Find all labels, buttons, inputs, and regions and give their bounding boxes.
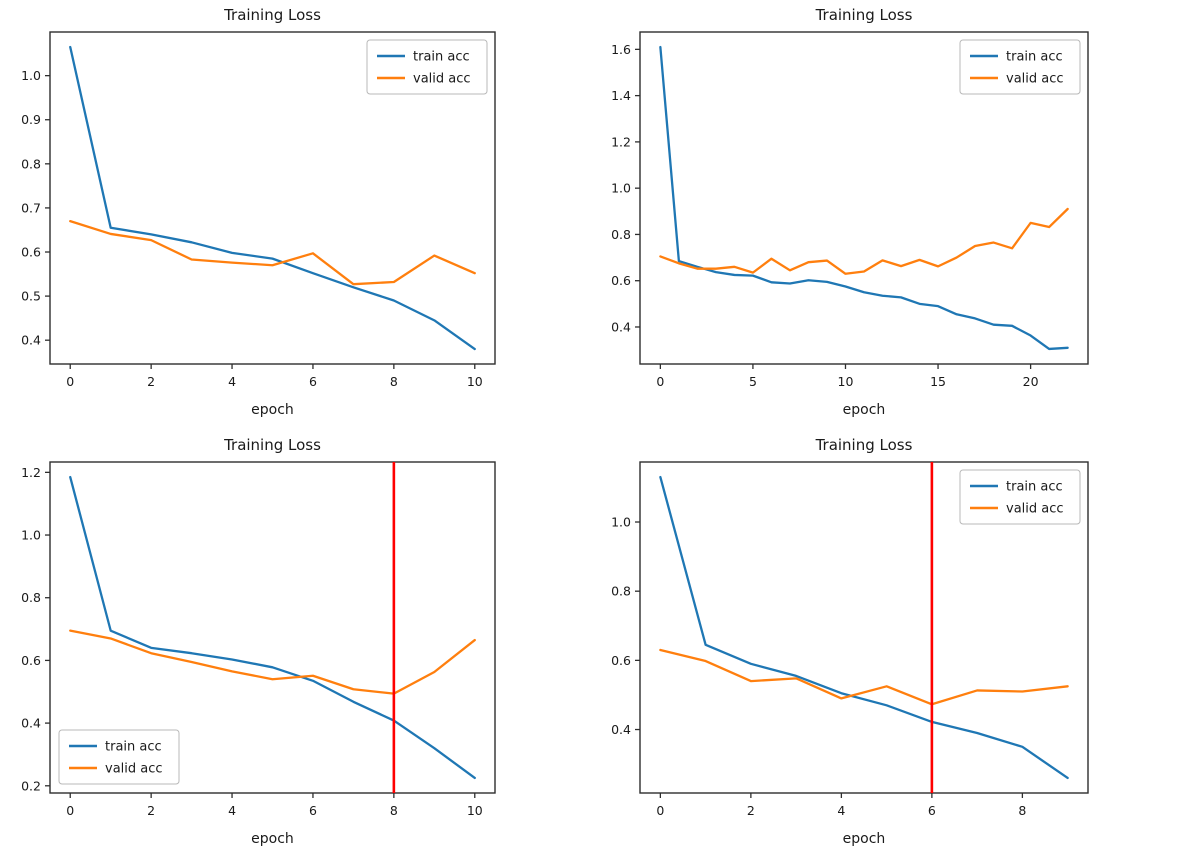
x-tick-label: 4 — [228, 803, 236, 818]
y-tick-label: 0.6 — [21, 245, 41, 260]
training-loss-plot-0: 0 2 4 6 8 10 0.4 0.5 0.6 0.7 0.8 0.9 1.0 Training Los… — [21, 6, 496, 418]
series-line-train-acc — [69, 475, 476, 780]
y-tick-label: 1.6 — [611, 42, 631, 57]
x-axis-label: epoch — [843, 402, 886, 418]
x-tick-label: 6 — [309, 374, 317, 389]
y-tick-label: 1.2 — [611, 134, 631, 149]
x-tick-label: 5 — [749, 374, 757, 389]
legend-box — [366, 39, 488, 95]
training-loss-plot-1: 0 5 10 15 20 0.4 0.6 0.8 1.0 1.2 1.4 1.6 Training Lo… — [611, 6, 1089, 418]
y-tick-label: 0.8 — [21, 156, 41, 171]
series-line-train-acc — [659, 475, 1069, 780]
y-tick-label: 0.7 — [21, 200, 41, 215]
legend-box — [58, 729, 180, 785]
x-tick-label: 4 — [837, 803, 845, 818]
chart-title: Training Loss — [815, 436, 913, 454]
x-tick-label: 8 — [1018, 803, 1026, 818]
y-tick-label: 1.2 — [21, 465, 41, 480]
y-tick-label: 0.6 — [21, 653, 41, 668]
legend-label: train acc — [1006, 480, 1063, 495]
x-tick-label: 20 — [1023, 374, 1039, 389]
y-tick-label: 1.0 — [21, 68, 41, 83]
chart-title: Training Loss — [223, 436, 321, 454]
series-line-train-acc — [659, 45, 1069, 351]
y-tick-label: 0.2 — [21, 778, 41, 793]
x-axis-label: epoch — [843, 831, 886, 847]
series-line-valid-acc — [69, 219, 476, 286]
series-line-train-acc — [69, 45, 476, 351]
legend-label: train acc — [1006, 50, 1063, 65]
x-tick-label: 2 — [147, 803, 155, 818]
y-tick-label: 1.0 — [21, 528, 41, 543]
x-tick-label: 2 — [147, 374, 155, 389]
x-tick-label: 6 — [928, 803, 936, 818]
chart-title: Training Loss — [815, 6, 913, 24]
x-tick-label: 4 — [228, 374, 236, 389]
x-tick-label: 10 — [467, 803, 483, 818]
legend-label: valid acc — [413, 72, 471, 87]
series-line-valid-acc — [69, 629, 476, 695]
training-loss-plot-3: 0 2 4 6 8 0.4 0.6 0.8 1.0 Training Loss epoch train… — [611, 436, 1089, 847]
x-axis-label: epoch — [251, 831, 294, 847]
y-tick-label: 0.4 — [611, 722, 631, 737]
y-tick-label: 0.8 — [21, 590, 41, 605]
x-tick-label: 10 — [467, 374, 483, 389]
chart-bottom-right-training-loss: 0 2 4 6 8 0.4 0.6 0.8 1.0 Training Loss epoch train… — [590, 430, 1183, 859]
chart-top-right-training-loss: 0 5 10 15 20 0.4 0.6 0.8 1.0 1.2 1.4 1.6 Training Lo… — [590, 0, 1183, 430]
x-tick-label: 8 — [390, 803, 398, 818]
x-tick-label: 0 — [66, 803, 74, 818]
x-tick-label: 15 — [930, 374, 946, 389]
x-tick-label: 10 — [838, 374, 854, 389]
x-tick-label: 6 — [309, 803, 317, 818]
x-tick-label: 2 — [747, 803, 755, 818]
legend-label: valid acc — [1006, 502, 1064, 517]
chart-top-left-training-loss: 0 2 4 6 8 10 0.4 0.5 0.6 0.7 0.8 0.9 1.0 Training Los… — [0, 0, 590, 430]
legend-box — [959, 39, 1081, 95]
legend-label: valid acc — [1006, 72, 1064, 87]
chart-title: Training Loss — [223, 6, 321, 24]
y-tick-label: 0.6 — [611, 273, 631, 288]
x-axis-label: epoch — [251, 402, 294, 418]
y-tick-label: 1.0 — [611, 515, 631, 530]
legend-label: valid acc — [105, 762, 163, 777]
x-tick-label: 0 — [656, 374, 664, 389]
y-tick-label: 1.4 — [611, 88, 631, 103]
y-tick-label: 1.0 — [611, 181, 631, 196]
legend-label: train acc — [105, 740, 162, 755]
y-tick-label: 0.4 — [21, 333, 41, 348]
chart-bottom-left-training-loss: 0 2 4 6 8 10 0.2 0.4 0.6 0.8 1.0 1.2 Training Loss ep… — [0, 430, 590, 859]
series-line-valid-acc — [659, 207, 1069, 275]
x-tick-label: 0 — [66, 374, 74, 389]
y-tick-label: 0.6 — [611, 653, 631, 668]
y-tick-label: 0.4 — [611, 319, 631, 334]
y-tick-label: 0.8 — [611, 227, 631, 242]
x-tick-label: 0 — [656, 803, 664, 818]
legend-label: train acc — [413, 50, 470, 65]
series-line-valid-acc — [659, 648, 1069, 706]
y-tick-label: 0.5 — [21, 289, 41, 304]
y-tick-label: 0.9 — [21, 112, 41, 127]
y-tick-label: 0.8 — [611, 584, 631, 599]
legend-box — [959, 469, 1081, 525]
x-tick-label: 8 — [390, 374, 398, 389]
training-loss-plot-2: 0 2 4 6 8 10 0.2 0.4 0.6 0.8 1.0 1.2 Training Loss ep… — [21, 436, 496, 847]
y-tick-label: 0.4 — [21, 716, 41, 731]
